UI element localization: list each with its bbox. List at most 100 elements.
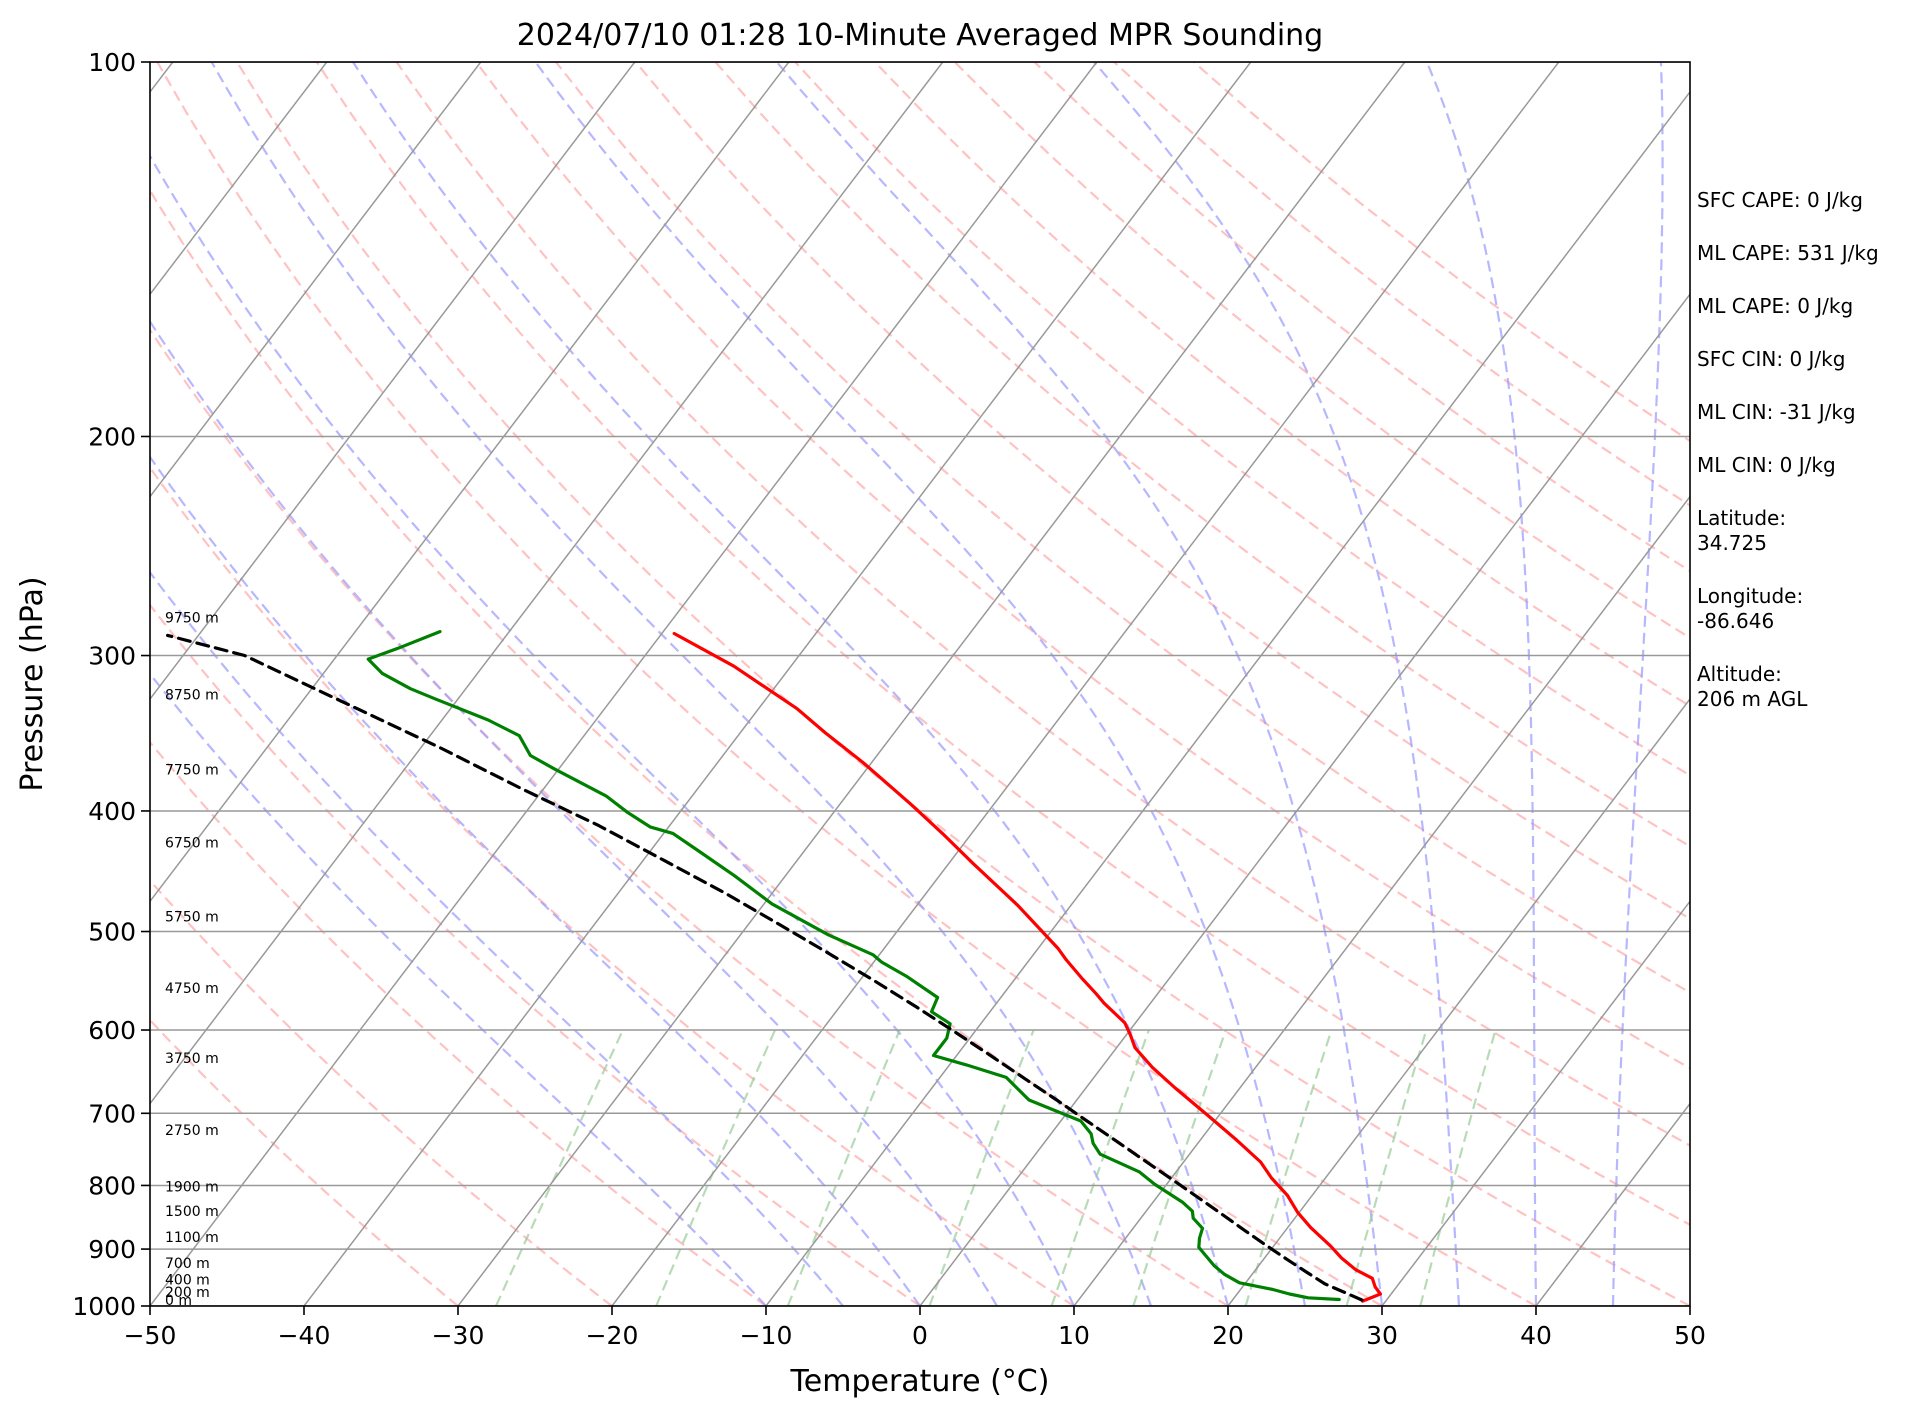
- axis-ticks: −50 −40 −30 −20 −10 0 10 20 30 40 50 1000 900 800 700 6…: [72, 48, 1706, 1350]
- moist-adiabat-line: [210, 62, 1153, 1306]
- moist-adiabat-line: [1425, 62, 1538, 1306]
- isotherm-line: [1227, 697, 1690, 1306]
- isotherm-line: [1073, 495, 1690, 1306]
- isotherm-line: [150, 62, 1098, 1306]
- x-tick-label: −40: [278, 1321, 331, 1350]
- plot-frame: [149, 61, 1691, 1307]
- x-tick-label: −30: [432, 1321, 485, 1350]
- longitude-text: Longitude: -86.646: [1697, 584, 1804, 633]
- mixing-ratio-line: [786, 1029, 901, 1306]
- dry-adiabat-line: [794, 62, 1690, 777]
- x-axis-label: Temperature (°C): [790, 1364, 1050, 1399]
- isotherm-line: [765, 90, 1690, 1306]
- isotherm-line: [303, 62, 1252, 1306]
- isotherm-line: [150, 62, 790, 903]
- mixing-ratio-line: [495, 1029, 624, 1306]
- height-label: 4750 m: [165, 981, 219, 997]
- dry-adiabat-line: [150, 188, 1383, 1306]
- mixing-ratio-line: [1419, 1029, 1497, 1306]
- height-label: 3750 m: [165, 1051, 219, 1067]
- x-tick-label: 30: [1366, 1321, 1398, 1350]
- sfc-cape-text: SFC CAPE: 0 J/kg: [1697, 188, 1863, 212]
- ml-cape-text: ML CAPE: 531 J/kg: [1697, 241, 1879, 265]
- temperature-trace: [672, 631, 1382, 1303]
- height-label: 1100 m: [165, 1230, 219, 1246]
- y-tick-label: 800: [88, 1171, 136, 1200]
- dry-adiabat-line: [953, 62, 1690, 640]
- isotherm-line: [919, 293, 1690, 1306]
- dewpoint-trace: [366, 630, 1341, 1302]
- y-tick-label: 900: [88, 1235, 136, 1264]
- y-tick-label: 100: [88, 48, 136, 77]
- moist-adiabat-line: [150, 153, 1075, 1306]
- chart-title: 2024/07/10 01:28 10-Minute Averaged MPR …: [517, 18, 1323, 53]
- dry-adiabat-line: [150, 878, 613, 1306]
- dry-adiabat-line: [236, 62, 1690, 1306]
- moist-adiabat-line: [150, 672, 767, 1306]
- isotherm-line: [1381, 900, 1690, 1306]
- height-label: 2750 m: [165, 1123, 219, 1139]
- height-label: 9750 m: [165, 610, 219, 626]
- ml-cin-text: ML CIN: -31 J/kg: [1697, 400, 1856, 424]
- sfc-cin-text: SFC CIN: 0 J/kg: [1697, 347, 1846, 371]
- moist-adiabat-line: [150, 570, 844, 1306]
- height-label: 700 m: [165, 1256, 210, 1272]
- moist-adiabat-line: [1611, 62, 1664, 1306]
- isotherm-line: [150, 62, 328, 296]
- height-label: 200 m: [165, 1285, 210, 1301]
- x-tick-label: 40: [1520, 1321, 1552, 1350]
- dry-adiabat-line: [555, 62, 1690, 994]
- isotherm-line: [150, 62, 944, 1105]
- height-label: 400 m: [165, 1273, 210, 1289]
- background-lines: [150, 62, 1690, 1306]
- x-tick-label: 50: [1674, 1321, 1706, 1350]
- dry-adiabat-line: [475, 62, 1690, 1070]
- moist-adiabat-line: [150, 455, 921, 1306]
- dry-adiabat-line: [150, 1018, 459, 1306]
- mixing-ratio-line: [655, 1029, 777, 1306]
- sounding-traces: [166, 630, 1382, 1303]
- dry-adiabat-line: [315, 62, 1690, 1227]
- isotherm-line: [457, 62, 1406, 1306]
- x-tick-label: −50: [124, 1321, 177, 1350]
- height-label: 1500 m: [165, 1204, 219, 1220]
- dry-adiabat-line: [395, 62, 1690, 1147]
- moist-adiabat-line: [1093, 62, 1461, 1306]
- y-tick-label: 600: [88, 1016, 136, 1045]
- ml-cin-text-2: ML CIN: 0 J/kg: [1697, 453, 1836, 477]
- dry-adiabat-line: [150, 327, 1229, 1306]
- height-label: 5750 m: [165, 909, 219, 925]
- ml-cape-text-2: ML CAPE: 0 J/kg: [1697, 294, 1854, 318]
- dry-adiabat-line: [156, 62, 1537, 1306]
- dry-adiabat-line: [150, 465, 1075, 1306]
- dry-adiabat-line: [714, 62, 1690, 848]
- dry-adiabat-line: [150, 740, 767, 1306]
- isotherm-line: [611, 62, 1560, 1306]
- x-tick-label: 10: [1058, 1321, 1090, 1350]
- dry-adiabat-line: [1033, 62, 1690, 573]
- height-label: 8750 m: [165, 687, 219, 703]
- y-tick-label: 1000: [72, 1292, 136, 1321]
- y-tick-label: 300: [88, 642, 136, 671]
- y-tick-label: 400: [88, 797, 136, 826]
- y-tick-label: 500: [88, 918, 136, 947]
- x-tick-label: −10: [740, 1321, 793, 1350]
- moist-adiabat-line: [534, 62, 1307, 1306]
- isotherm-line: [150, 62, 482, 498]
- x-tick-label: 0: [912, 1321, 928, 1350]
- height-label: 6750 m: [165, 836, 219, 852]
- altitude-text: Altitude: 206 m AGL: [1697, 662, 1808, 711]
- moist-adiabat-line: [150, 319, 998, 1306]
- y-tick-label: 700: [88, 1099, 136, 1128]
- isotherm-line: [150, 62, 636, 701]
- y-tick-label: 200: [88, 422, 136, 451]
- sounding-info-panel: SFC CAPE: 0 J/kg ML CAPE: 531 J/kg ML CA…: [1697, 188, 1907, 740]
- latitude-text: Latitude: 34.725: [1697, 506, 1787, 555]
- x-tick-label: −20: [586, 1321, 639, 1350]
- height-label: 0 m: [165, 1293, 192, 1309]
- dry-adiabat-line: [150, 603, 921, 1306]
- height-label: 7750 m: [165, 762, 219, 778]
- y-axis-label: Pressure (hPa): [15, 576, 50, 791]
